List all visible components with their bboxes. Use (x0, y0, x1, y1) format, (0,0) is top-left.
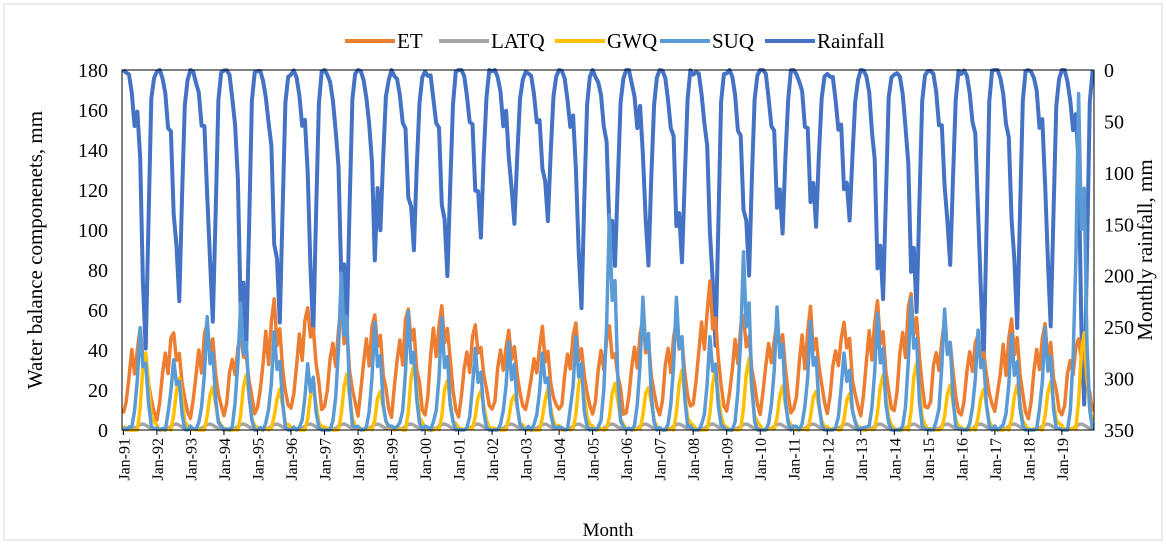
x-axis-title: Month (583, 520, 634, 541)
right-tick-label: 200 (1104, 266, 1134, 288)
x-tick-label: Jan-15 (921, 438, 938, 481)
x-tick-label: Jan-14 (887, 438, 904, 481)
right-axis-ticks: 0 50 100 150 200 250 300 350 (1104, 60, 1134, 442)
x-tick-label: Jan-16 (954, 438, 971, 481)
x-tick-label: Jan-08 (686, 438, 703, 481)
left-tick-label: 100 (78, 220, 108, 242)
legend-label-latq: LATQ (491, 29, 545, 53)
right-tick-label: 350 (1104, 420, 1134, 442)
x-tick-label: Jan-10 (753, 438, 770, 481)
x-tick-label: Jan-99 (385, 438, 402, 481)
x-tick-label: Jan-04 (552, 438, 569, 481)
right-tick-label: 0 (1104, 60, 1114, 82)
x-tick-label: Jan-18 (1021, 438, 1038, 481)
x-axis-ticks: Jan-91 Jan-92 Jan-93 Jan-94 Jan-95 Jan-96 Jan-… (116, 430, 1072, 481)
x-tick-label: Jan-96 (284, 438, 301, 481)
series-line-rainfall (122, 68, 1095, 407)
x-tick-label: Jan-17 (988, 438, 1005, 481)
y2-axis-title: Monthly rainfall, mm (1133, 159, 1157, 340)
legend-label-et: ET (397, 29, 423, 53)
x-tick-label: Jan-06 (619, 438, 636, 481)
x-tick-label: Jan-02 (485, 438, 502, 481)
right-tick-label: 250 (1104, 317, 1134, 339)
x-tick-label: Jan-12 (820, 438, 837, 481)
x-tick-label: Jan-09 (720, 438, 737, 481)
left-tick-label: 20 (88, 380, 108, 402)
right-tick-label: 100 (1104, 163, 1134, 185)
x-tick-label: Jan-03 (519, 438, 536, 481)
x-tick-label: Jan-94 (217, 438, 234, 481)
right-tick-label: 300 (1104, 369, 1134, 391)
legend-label-suq: SUQ (712, 29, 754, 53)
left-tick-label: 0 (98, 420, 108, 442)
x-tick-label: Jan-05 (586, 438, 603, 481)
legend: ET LATQ GWQ SUQ Rainfall (345, 29, 885, 53)
x-tick-label: Jan-93 (183, 438, 200, 481)
right-tick-label: 150 (1104, 214, 1134, 236)
left-tick-label: 140 (78, 140, 108, 162)
left-axis-ticks: 0 20 40 60 80 100 120 140 160 180 (78, 60, 108, 442)
right-tick-label: 50 (1104, 111, 1124, 133)
x-tick-label: Jan-19 (1055, 438, 1072, 481)
left-tick-label: 60 (88, 300, 108, 322)
left-tick-label: 80 (88, 260, 108, 282)
left-tick-label: 160 (78, 100, 108, 122)
left-tick-label: 120 (78, 180, 108, 202)
x-tick-label: Jan-95 (250, 438, 267, 481)
x-tick-label: Jan-13 (854, 438, 871, 481)
x-tick-label: Jan-91 (116, 438, 133, 481)
y-axis-title: Water balance componenets, mm (23, 111, 47, 389)
x-tick-label: Jan-01 (452, 438, 469, 481)
legend-label-gwq: GWQ (607, 29, 657, 53)
x-tick-label: Jan-07 (653, 438, 670, 481)
left-tick-label: 180 (78, 60, 108, 82)
x-tick-label: Jan-92 (150, 438, 167, 481)
x-tick-label: Jan-98 (351, 438, 368, 481)
x-tick-label: Jan-00 (418, 438, 435, 481)
left-tick-label: 40 (88, 340, 108, 362)
x-tick-label: Jan-11 (787, 438, 804, 480)
legend-label-rainfall: Rainfall (817, 29, 885, 53)
x-tick-label: Jan-97 (318, 438, 335, 481)
plot-area-border (121, 69, 1095, 431)
